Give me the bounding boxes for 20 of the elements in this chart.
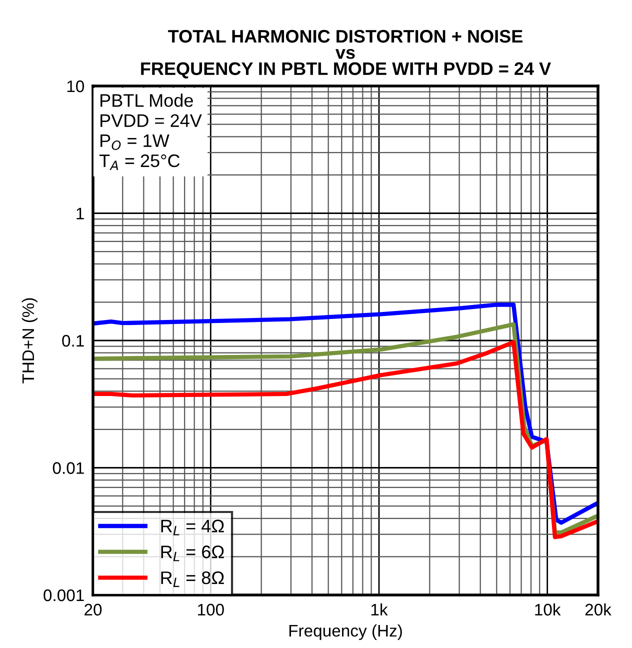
x-tick-label: 20 xyxy=(84,604,102,616)
legend-label: R$_{L}$ = 4Ω xyxy=(161,520,224,536)
annotation: PVDD = 24V xyxy=(100,114,202,127)
legend-label: R$_{L}$ = 8Ω xyxy=(161,571,224,587)
chart-title: TOTAL HARMONIC DISTORTION + NOISE vs FREQUENCY IN PBTL MODE WITH PVDD = 24 V xyxy=(141,30,551,78)
x-tick-label: 10k xyxy=(535,603,561,616)
y-tick-label: 10 xyxy=(67,80,84,92)
x-tick-label: 100 xyxy=(198,604,224,616)
annotation: T$_{A}$ = 25°C xyxy=(99,154,180,170)
y-tick-label: 0.01 xyxy=(52,462,84,474)
x-tick-label: 1k xyxy=(371,603,388,616)
legend-label: R$_{L}$ = 6Ω xyxy=(161,546,224,562)
y-tick-label: 0.1 xyxy=(62,334,84,347)
x-axis-title: Frequency (Hz) xyxy=(289,624,402,640)
y-tick-label: 0.001 xyxy=(44,589,84,602)
x-tick-label: 20k xyxy=(585,603,612,616)
y-axis-title: THD+N (%) xyxy=(22,298,38,384)
annotation: PBTL Mode xyxy=(100,94,193,107)
annotation: P$_{O}$ = 1W xyxy=(100,134,170,150)
y-tick-label: 1 xyxy=(76,208,84,220)
